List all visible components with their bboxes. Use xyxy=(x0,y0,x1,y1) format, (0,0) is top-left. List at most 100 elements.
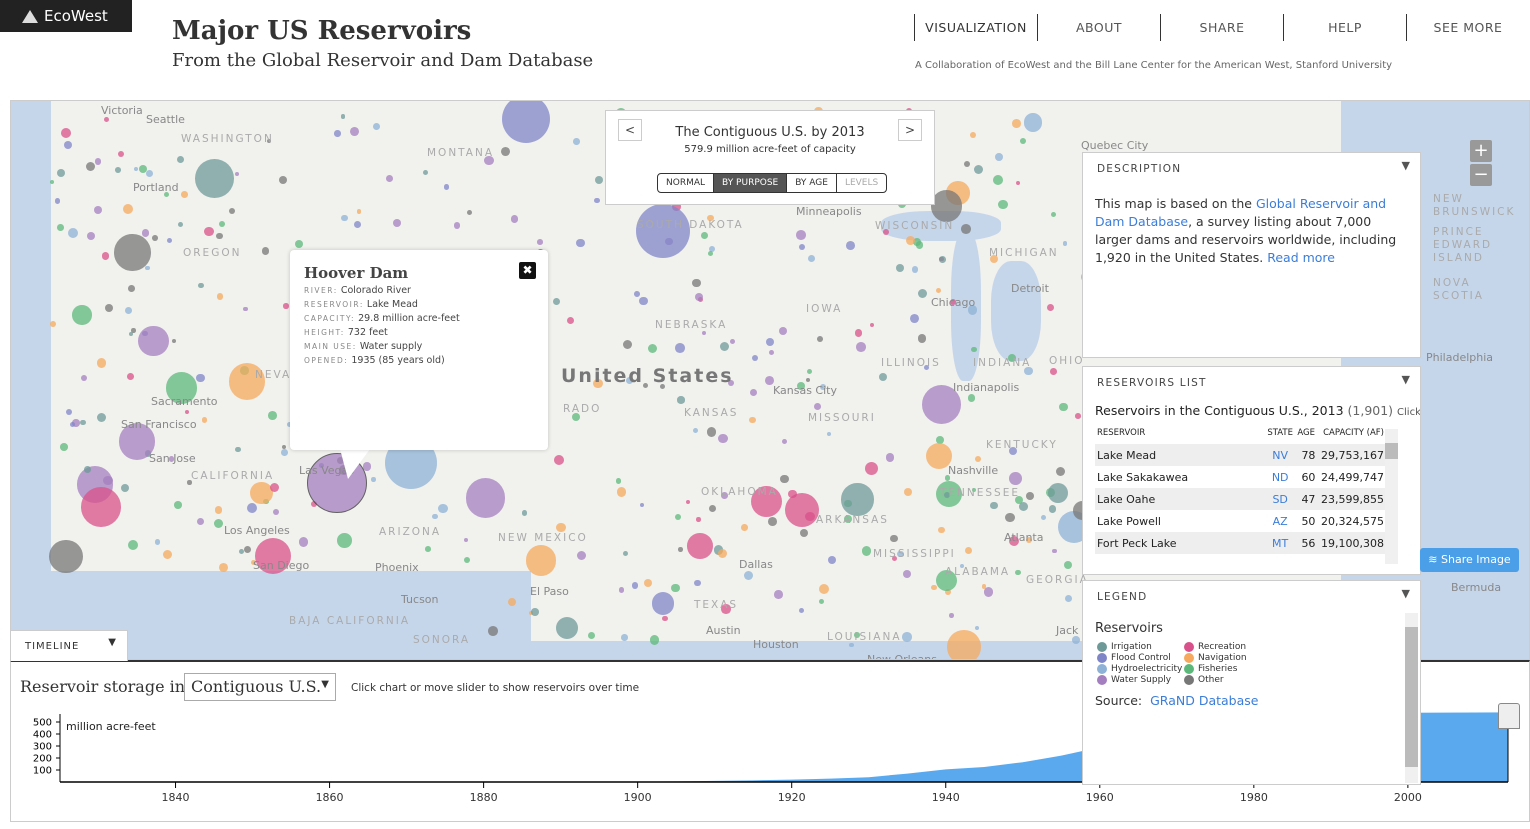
reservoir-marker[interactable] xyxy=(741,524,748,531)
reservoir-marker[interactable] xyxy=(1008,447,1017,456)
reservoir-marker[interactable] xyxy=(251,560,257,566)
nav-help[interactable]: HELP xyxy=(1283,14,1406,41)
reservoir-marker[interactable] xyxy=(902,632,912,642)
reservoir-marker[interactable] xyxy=(706,427,717,437)
reservoir-marker[interactable] xyxy=(1062,241,1068,246)
reservoir-marker[interactable] xyxy=(781,438,788,445)
reservoir-marker[interactable] xyxy=(915,241,924,249)
reservoir-marker[interactable] xyxy=(749,389,757,397)
reservoir-marker[interactable] xyxy=(1012,119,1021,128)
reservoir-marker[interactable] xyxy=(799,607,805,614)
reservoir-marker[interactable] xyxy=(975,626,980,631)
reservoir-marker[interactable] xyxy=(964,546,973,554)
zoom-out-button[interactable]: − xyxy=(1470,164,1492,186)
reservoir-marker[interactable] xyxy=(298,537,309,547)
reservoir-marker[interactable] xyxy=(974,165,984,175)
reservoir-marker[interactable] xyxy=(1072,635,1080,644)
reservoir-marker[interactable] xyxy=(949,298,957,306)
reservoir-marker[interactable] xyxy=(890,534,898,543)
reservoir-marker[interactable] xyxy=(701,330,706,336)
reservoir-marker[interactable] xyxy=(869,323,874,328)
reservoir-marker[interactable] xyxy=(521,510,528,516)
reservoir-marker[interactable] xyxy=(819,598,825,604)
reservoir-marker[interactable] xyxy=(593,378,604,389)
reservoir-marker[interactable] xyxy=(371,477,376,482)
reservoir-marker[interactable] xyxy=(104,116,110,122)
reservoir-marker[interactable] xyxy=(692,278,702,288)
reservoir-marker[interactable] xyxy=(266,138,272,144)
reservoir-marker[interactable] xyxy=(1052,548,1058,554)
reservoir-marker[interactable] xyxy=(196,373,205,383)
reservoir-marker[interactable] xyxy=(250,481,273,505)
reservoir-marker[interactable] xyxy=(1009,472,1022,486)
reservoir-marker[interactable] xyxy=(923,364,929,370)
reservoir-marker[interactable] xyxy=(788,489,797,499)
reservoir-marker[interactable] xyxy=(687,533,713,559)
reservoir-marker[interactable] xyxy=(114,234,151,271)
reservoir-marker[interactable] xyxy=(983,587,994,597)
reservoir-marker[interactable] xyxy=(845,241,855,250)
reservoir-marker[interactable] xyxy=(752,354,759,361)
reservoir-marker[interactable] xyxy=(134,167,139,172)
reservoir-marker[interactable] xyxy=(1046,304,1054,312)
reservoir-marker[interactable] xyxy=(269,482,279,492)
reservoir-marker[interactable] xyxy=(141,229,150,238)
reservoir-marker[interactable] xyxy=(101,252,109,260)
reservoir-marker[interactable] xyxy=(571,413,580,422)
reservoir-marker[interactable] xyxy=(286,422,293,428)
reservoir-marker[interactable] xyxy=(392,218,401,227)
reservoir-marker[interactable] xyxy=(797,382,806,391)
collapse-caret-icon[interactable]: ▼ xyxy=(1401,159,1410,172)
reservoir-marker[interactable] xyxy=(675,343,685,353)
reservoir-marker[interactable] xyxy=(701,232,709,240)
reservoir-marker[interactable] xyxy=(213,518,224,529)
reservoir-marker[interactable] xyxy=(936,570,958,592)
reservoir-marker[interactable] xyxy=(1024,366,1033,376)
reservoir-marker[interactable] xyxy=(243,545,252,554)
reservoir-marker[interactable] xyxy=(229,207,236,214)
reservoir-marker[interactable] xyxy=(463,537,469,543)
reservoir-marker[interactable] xyxy=(719,341,729,351)
reservoir-marker[interactable] xyxy=(995,153,1004,162)
reservoir-state[interactable]: NV xyxy=(1265,444,1296,466)
reservoir-marker[interactable] xyxy=(618,587,624,593)
reservoir-state[interactable]: MT xyxy=(1265,532,1296,554)
reservoir-marker[interactable] xyxy=(295,240,304,249)
reservoir-marker[interactable] xyxy=(49,539,83,574)
reservoir-marker[interactable] xyxy=(844,514,853,523)
reservoir-marker[interactable] xyxy=(861,546,872,556)
reservoir-marker[interactable] xyxy=(631,582,639,589)
reservoir-marker[interactable] xyxy=(219,220,226,227)
table-row[interactable]: Lake Oahe SD 47 23,599,855 xyxy=(1095,488,1386,510)
reservoir-marker[interactable] xyxy=(717,548,727,559)
list-scrollbar[interactable] xyxy=(1385,429,1398,564)
reservoir-state[interactable]: ND xyxy=(1271,470,1289,484)
reservoir-marker[interactable] xyxy=(718,433,728,444)
col-age[interactable]: AGE xyxy=(1297,428,1315,438)
reservoir-marker[interactable] xyxy=(774,590,783,599)
reservoir-marker[interactable] xyxy=(1056,466,1066,476)
reservoir-marker[interactable] xyxy=(50,180,55,185)
mode-levels[interactable]: LEVELS xyxy=(844,178,879,188)
reservoir-marker[interactable] xyxy=(56,168,66,178)
reservoir-marker[interactable] xyxy=(166,237,172,244)
reservoir-marker[interactable] xyxy=(1064,595,1072,603)
reservoir-marker[interactable] xyxy=(96,412,106,423)
reservoir-marker[interactable] xyxy=(510,215,519,223)
reservoir-marker[interactable] xyxy=(60,442,69,451)
reservoir-marker[interactable] xyxy=(749,416,756,424)
reservoir-marker[interactable] xyxy=(152,235,159,241)
reservoir-marker[interactable] xyxy=(854,329,863,337)
reservoir-marker[interactable] xyxy=(1014,495,1023,504)
nav-visualization[interactable]: VISUALIZATION xyxy=(914,14,1037,41)
reservoir-marker[interactable] xyxy=(767,516,777,526)
col-state[interactable]: STATE xyxy=(1267,428,1293,438)
reservoir-marker[interactable] xyxy=(615,478,622,484)
reservoir-marker[interactable] xyxy=(80,420,86,426)
mode-by-purpose[interactable]: BY PURPOSE xyxy=(714,174,788,192)
mode-by-age[interactable]: BY AGE xyxy=(787,174,837,192)
reservoir-marker[interactable] xyxy=(526,545,557,576)
reservoir-marker[interactable] xyxy=(528,610,534,616)
reservoir-marker[interactable] xyxy=(639,296,648,305)
reservoir-state[interactable]: SD xyxy=(1265,488,1296,510)
